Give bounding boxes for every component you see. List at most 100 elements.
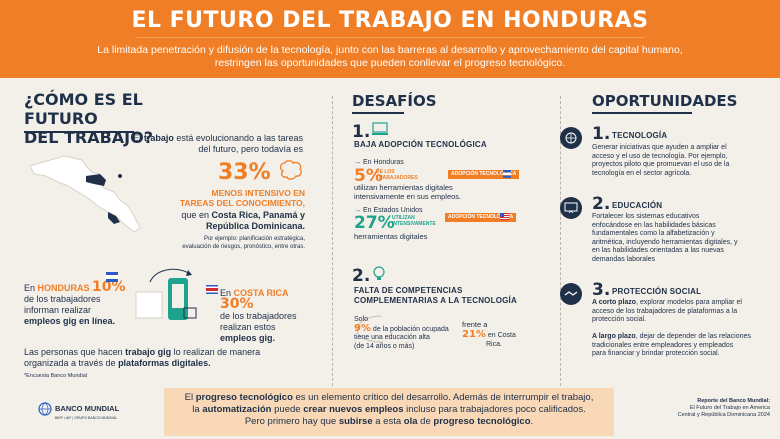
example-line-2: evaluación de riesgos, pronóstico, entre… [182,243,305,250]
f2e: incluso para trabajadores poco calificad… [403,404,586,415]
hn-line-3: informan realizar [24,305,92,315]
example-line-1: Por ejemplo: planificación estratégica, [203,236,305,242]
o2-line-4: aritmética, incluyendo herramientas digi… [592,238,738,246]
c1-honduras-tag: ADOPCIÓN TECNOLÓGICA [448,170,520,179]
gig-platform-note: Las personas que hacen trabajo gig lo re… [24,347,314,369]
c1-us-text: herramientas digitales [354,232,428,241]
world-bank-logo-subtext: BIRF • AIF | GRUPO BANCO MUNDIAL [55,416,118,420]
opportunity-2-title: EDUCACIÓN [612,201,663,210]
social-protection-handshake-icon [560,283,582,305]
o3-long-line-1: A largo plazo, dejar de depender de las … [592,333,772,342]
c1-honduras-flag-icon [503,170,511,178]
c2-bracket-decoration [356,315,383,343]
c2-percent: 9% [354,322,371,334]
f3e: de [417,416,434,427]
c1-honduras-small: DE LOS TRABAJADORES [376,169,418,181]
opportunities-underline [592,112,692,114]
hn-line-4: empleos gig en línea. [24,316,116,326]
o1-line-1: Generar iniciativas que ayuden a ampliar… [592,144,727,151]
countries-prefix: que en [181,210,212,220]
left-title-underline [24,131,134,133]
opportunity-2-text: Fortalecer los sistemas educativos enfoc… [592,213,772,264]
opportunity-1-text: Generar iniciativas que ayuden a ampliar… [592,144,770,178]
map-costa-rica-icon [108,212,120,224]
lightbulb-icon [373,266,385,280]
report-title: Reporte del Banco Mundial: [697,398,770,404]
c2-honduras-stat: Solo 9% de la población ocupada tiene un… [354,316,449,351]
page-subtitle: La limitada penetración y difusión de la… [40,44,740,70]
c2-line-2: tiene una educación alta [354,334,430,341]
o2-line-1: Fortalecer los sistemas educativos [592,213,700,220]
gig-1b: trabajo gig [125,347,172,357]
opportunity-3-long-term: A largo plazo, dejar de depender de las … [592,333,772,359]
hn-prefix: En [24,283,38,293]
challenge-2-number: 2. [352,266,371,286]
o3-short-line-1: A corto plazo, explorar modelos para amp… [592,299,772,308]
c2-title-2: COMPLEMENTARIAS A LA TECNOLOGÍA [354,296,517,305]
comparison-line-2: República Dominicana. [205,221,305,231]
intro-prefix: El [133,133,144,143]
f3g: . [530,416,534,427]
o1-line-4: tecnología en el sector agrícola. [592,169,692,177]
c2-solo: Solo [354,316,369,323]
c2-cr-text-1: en Costa [485,332,516,339]
hn-country: HONDURAS [37,283,90,293]
f3a: Pero primero hay que [244,416,339,427]
left-intro: El trabajo está evolucionando a las tare… [128,133,303,155]
opportunities-title: OPORTUNIDADES [592,92,738,110]
gig-2b: plataformas digitales. [118,358,211,368]
o1-line-2: acceso y el uso de tecnología. Por ejemp… [592,152,728,160]
cr-line-1: En COSTA RICA 30% [206,288,316,311]
page-title: EL FUTURO DEL TRABAJO EN HONDURAS [131,8,649,33]
cr-prefix: En [220,288,234,298]
o3-long-line-3: para financiar y brindar protección soci… [592,350,720,357]
map-honduras-icon [86,174,106,186]
comparison-line-1: que en Costa Rica, Panamá y [150,210,305,221]
honduras-gig-stat: En HONDURAS 10% de los trabajadores info… [24,279,154,327]
gig-1a: Las personas que hacen [24,347,126,357]
c2-title-1: FALTA DE COMPETENCIAS [354,286,463,295]
o3-long-bold: A largo plazo [592,333,636,340]
cr-line-4: empleos gig. [220,333,276,343]
c2-versus: frente a [462,320,488,329]
hn-percent: 10% [92,279,126,295]
source-note: *Encuesta Banco Mundial [24,373,87,379]
f1b: progreso tecnológico [195,392,293,403]
o2-line-2: enfocándose en las habilidades básicas [592,221,716,229]
f2a: la [192,404,203,415]
hn-line-2: de los trabajadores [24,294,101,304]
o2-line-6: demandas laborales [592,255,656,263]
report-citation: Reporte del Banco Mundial: El Futuro del… [618,398,770,419]
c1-us-small: UTILIZAN INTENSIVAMENTE [392,215,436,227]
o2-line-5: en las habilidades orientadas a las nuev… [592,247,724,254]
cr-percent: 30% [220,296,254,312]
left-title-line-1: ¿CÓMO ES EL FUTURO [24,90,143,128]
c1-us-label-text: En Estados Unidos [362,207,423,214]
conclusion-box [164,388,614,436]
knowledge-stat-label: MENOS INTENSIVO EN TAREAS DEL CONOCIMIEN… [168,188,305,208]
left-section-title: ¿CÓMO ES EL FUTURO DEL TRABAJO? [24,90,204,147]
c2-costa-rica-stat: 21% en Costa Rica. [462,330,516,349]
laptop-screen-icon [372,122,388,135]
c1-us-label: → En Estados Unidos [354,207,423,214]
c1-honduras-percent: 5% [354,166,383,186]
opportunity-3-title: PROTECCIÓN SOCIAL [612,287,702,296]
challenge-1-title: BAJA ADOPCIÓN TECNOLÓGICA [354,140,487,149]
opportunity-3-number: 3. [592,280,611,300]
challenges-underline [352,112,404,114]
countries-bold-1: Costa Rica, Panamá y [211,210,305,220]
f2b: automatización [202,404,272,415]
o3-short-line-2: acceso de los trabajadores de plataforma… [592,307,738,315]
f3b: subirse [338,416,373,427]
challenges-title: DESAFÍOS [352,92,437,110]
worker-desk-icon [183,307,197,319]
stat-label-line-2: TAREAS DEL CONOCIMIENTO, [179,198,305,208]
c2-cr-text-2: Rica. [486,341,502,348]
intro-rest: está evolucionando a las tareas [173,133,303,143]
f1a: El [184,392,196,403]
opportunity-2-number: 2. [592,194,611,214]
footer-line-2: la automatización puede crear nuevos emp… [168,404,610,416]
hn-line-1: En HONDURAS 10% [24,279,154,295]
devices-illustration [135,268,197,320]
c1-hn-text-2: intensivamente en sus empleos. [354,192,462,201]
